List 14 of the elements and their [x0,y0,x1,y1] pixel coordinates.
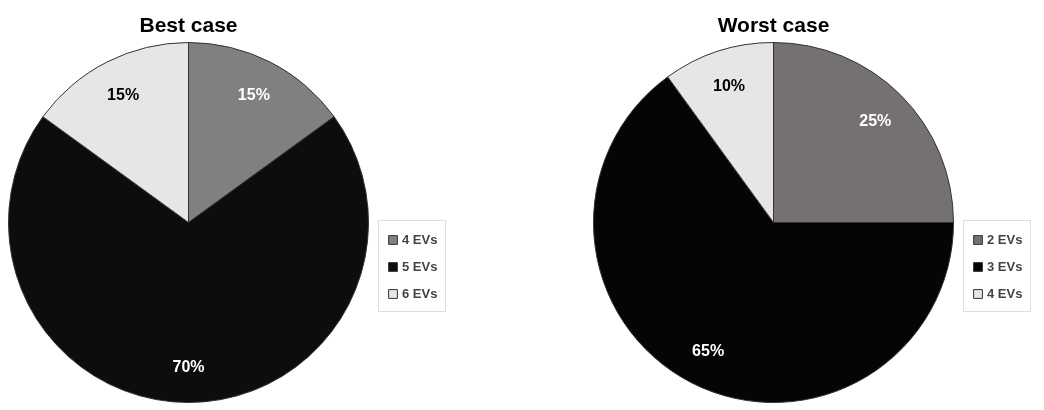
data-label: 65% [692,342,725,360]
data-label: 10% [712,77,746,95]
data-label: 70% [172,358,205,375]
data-label: 15% [237,85,270,103]
legend-label: 5 EVs [402,257,438,276]
legend-label: 2 EVs [987,230,1023,249]
chart-title: Best case [139,13,238,36]
legend-label: 3 EVs [987,257,1023,276]
chart-title: Worst case [717,13,830,36]
legend-label: 4 EVs [402,230,438,249]
legend-label: 4 EVs [987,284,1023,303]
data-label: 25% [859,112,892,130]
legend-label: 6 EVs [402,284,438,303]
data-label: 15% [107,85,140,103]
